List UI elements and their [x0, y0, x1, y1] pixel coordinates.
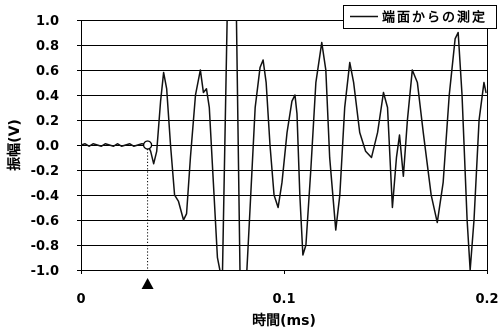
y-axis-title: 振幅(V) — [6, 119, 23, 171]
legend: 端面からの測定 — [343, 5, 497, 29]
y-gridlines — [81, 20, 487, 271]
x-tick-label: 0 — [76, 292, 85, 307]
y-axis-ticks: 1.0 0.8 0.6 0.4 0.2 0.0 -0.2 -0.4 -0.6 -0.8 -1.0 — [31, 14, 81, 279]
y-tick-label: 0.4 — [36, 89, 59, 104]
y-tick-label: -0.8 — [31, 239, 59, 254]
x-tick-label: 0.1 — [272, 292, 295, 307]
y-tick-label: -0.2 — [31, 164, 59, 179]
y-tick-label: -0.4 — [31, 189, 59, 204]
x-tick-label: 0.2 — [475, 292, 498, 307]
y-tick-label: -0.6 — [31, 214, 59, 229]
y-tick-label: 1.0 — [36, 14, 59, 29]
y-tick-label: 0.2 — [36, 114, 59, 129]
x-axis-ticks: 0 0.1 0.2 — [76, 270, 499, 307]
onset-triangle-marker — [141, 278, 154, 289]
y-tick-label: 0.6 — [36, 64, 59, 79]
x-axis-title: 時間(ms) — [252, 312, 316, 329]
legend-box — [343, 5, 497, 29]
onset-markers — [141, 140, 154, 289]
y-tick-label: 0.0 — [36, 139, 59, 154]
onset-circle-marker — [142, 140, 153, 150]
y-tick-label: -1.0 — [31, 264, 59, 279]
y-tick-label: 0.8 — [36, 39, 59, 54]
legend-label: 端面からの測定 — [382, 10, 487, 26]
